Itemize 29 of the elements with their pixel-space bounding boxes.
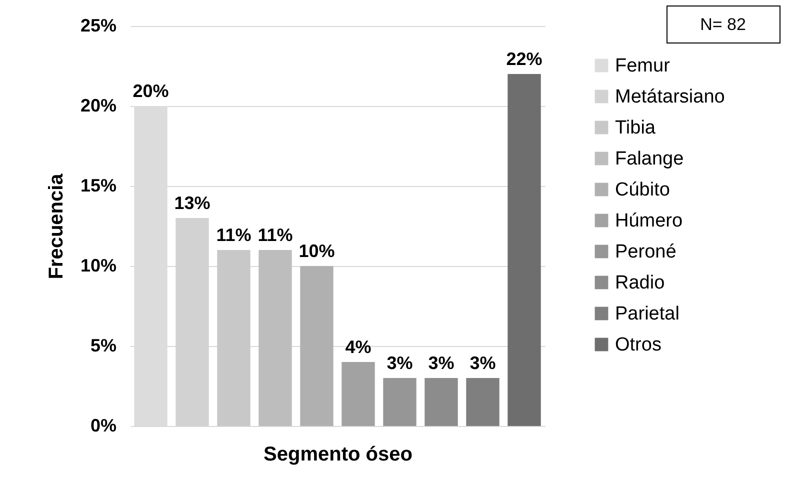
data-label: 20% <box>132 81 169 101</box>
legend-label: Radio <box>615 272 665 294</box>
data-label: 22% <box>506 49 542 69</box>
text: N= 82 <box>700 15 746 34</box>
data-label: 10% <box>298 241 335 261</box>
data-label: 3% <box>470 353 496 373</box>
data-label: 11% <box>216 225 252 245</box>
legend-label: Otros <box>615 334 662 356</box>
legend-label: Femur <box>615 56 671 76</box>
y-tick-label: 0% <box>90 416 116 436</box>
y-tick-label: 25% <box>80 16 116 36</box>
data-label: 11% <box>258 225 293 245</box>
y-tick-label: 10% <box>80 256 116 276</box>
legend-label: Húmero <box>615 210 683 232</box>
legend-label: Parietal <box>615 304 680 324</box>
data-label: 13% <box>174 193 210 213</box>
y-tick-label: 20% <box>80 96 116 116</box>
legend-label: Peroné <box>615 242 676 262</box>
y-tick-label: 5% <box>90 336 116 356</box>
legend-label: Metátarsiano <box>615 86 725 108</box>
data-label: 4% <box>345 337 372 357</box>
y-tick-label: 15% <box>80 176 116 196</box>
legend-label: Tibia <box>615 118 656 138</box>
x-axis-title: Segmento óseo <box>264 444 412 466</box>
legend-label: Falange <box>615 148 684 170</box>
data-label: 3% <box>428 353 454 373</box>
legend-label: Cúbito <box>615 180 670 200</box>
data-label: 3% <box>386 353 413 373</box>
y-axis-title: Frecuencia <box>45 172 68 280</box>
